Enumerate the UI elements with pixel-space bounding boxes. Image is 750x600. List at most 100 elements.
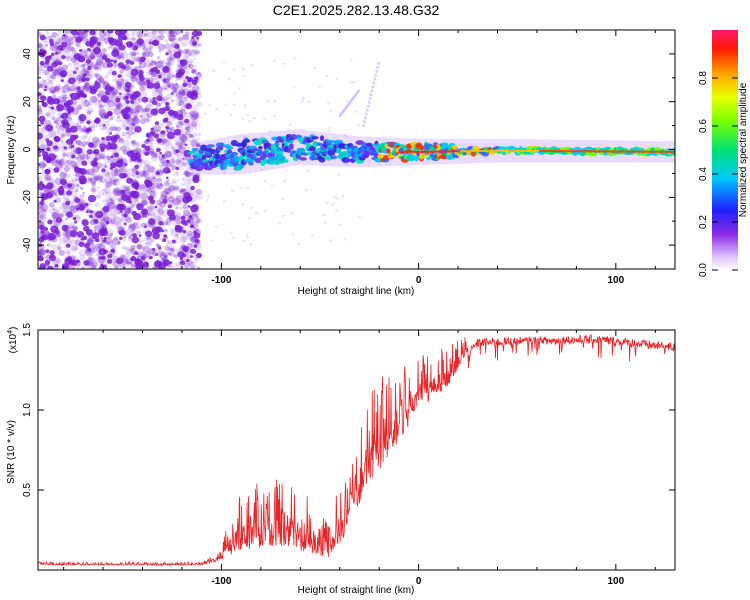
noise-point [41,37,47,42]
noise-point [45,231,51,237]
band-point [386,148,391,154]
noise-point [71,83,76,88]
noise-point [107,59,112,63]
band-point [194,165,204,172]
noise-point [159,130,167,138]
noise-point [98,249,102,253]
band-core [523,149,526,152]
band-core [560,150,563,153]
noise-point [58,128,65,134]
noise-point [149,191,157,198]
noise-point [158,266,164,269]
noise-point [180,85,187,91]
noise-point [88,256,94,262]
streak-point [370,89,374,93]
spectrogram-x-ticks: -100 0 100 [63,30,656,286]
noise-point [180,75,185,80]
noise-point [128,117,135,124]
noise-point [177,68,186,75]
noise-point [122,85,128,90]
noise-point [74,84,82,92]
noise-point [95,238,100,243]
noise-point [63,83,69,90]
noise-point [172,197,181,206]
noise-point [115,117,122,123]
noise-point [168,184,176,192]
noise-point [49,130,55,135]
noise-point [149,130,156,136]
noise-point [142,245,150,253]
noise-point [94,33,98,37]
noise-point [51,61,58,68]
noise-point [64,48,70,53]
noise-point [84,153,91,159]
noise-point [158,34,165,40]
noise-point [164,101,170,107]
noise-point [156,95,163,102]
noise-point [61,119,69,126]
noise-point [42,163,47,168]
noise-point [132,52,136,56]
noise-point [161,106,168,112]
noise-point [136,203,144,211]
noise-point [188,58,194,63]
noise-point [142,51,150,59]
band-core [615,150,619,153]
noise-point [59,125,63,128]
noise-point [117,240,121,244]
noise-point [84,99,88,103]
noise-point [125,99,130,104]
noise-point [104,32,111,39]
noise-point [171,164,177,171]
noise-point [49,88,56,95]
noise-point [146,48,152,54]
noise-point [166,169,171,174]
noise-point [70,46,76,51]
noise-point [174,225,183,233]
noise-point [167,109,173,115]
noise-point [189,115,197,123]
noise-point [98,30,107,37]
noise-point [139,118,147,125]
noise-point [104,181,112,189]
noise-point [228,113,233,117]
noise-point [87,73,94,80]
noise-point [189,38,196,44]
noise-point [141,256,146,261]
noise-point [144,104,152,112]
noise-point [106,233,113,239]
noise-point [75,74,84,82]
noise-point [163,78,171,85]
noise-point [133,128,138,132]
noise-point [103,31,110,38]
noise-point [95,176,103,183]
noise-point [106,82,111,87]
noise-point [104,74,109,80]
noise-point [93,229,97,232]
noise-point [59,171,67,179]
noise-point [38,214,44,221]
spectrogram-ytick-label: -40 [22,237,33,252]
noise-point [134,51,139,56]
noise-point [134,164,140,170]
noise-point [129,90,137,97]
noise-point [77,201,84,208]
noise-point [157,72,166,80]
noise-point [189,48,196,55]
noise-point [190,114,198,121]
noise-point [175,69,182,75]
noise-point [131,173,135,177]
noise-point [172,38,176,42]
noise-point [130,230,134,234]
noise-point [109,178,116,185]
noise-point [69,199,75,205]
noise-point [272,114,277,118]
noise-point [49,178,54,182]
noise-point [40,234,48,241]
noise-point [49,244,53,248]
noise-point [95,194,101,199]
noise-point [77,35,82,39]
noise-point [70,144,75,148]
noise-point [40,63,45,68]
band-core [454,150,457,153]
